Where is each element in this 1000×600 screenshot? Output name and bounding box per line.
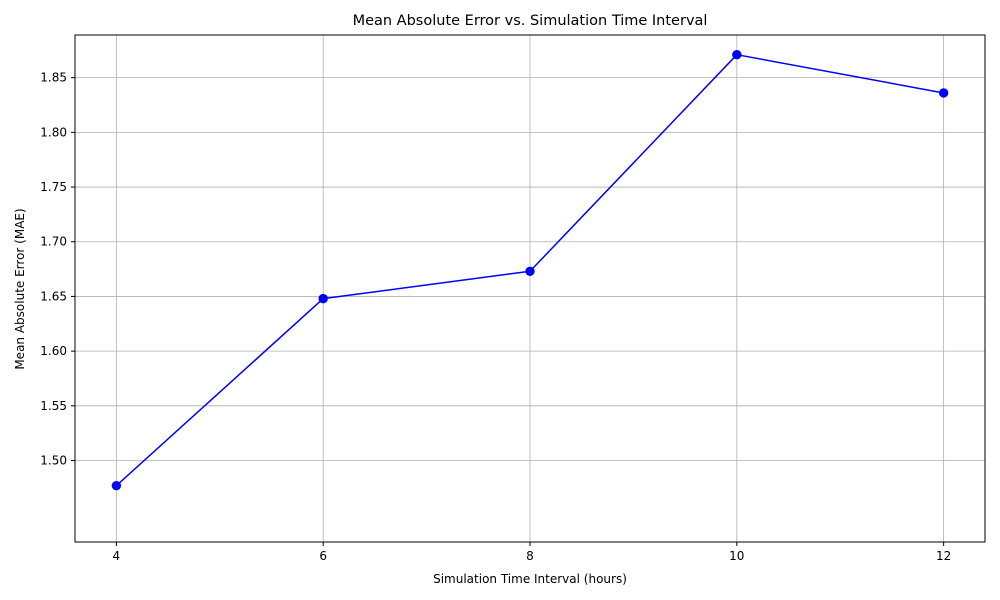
data-point (525, 266, 535, 276)
y-tick-label: 1.80 (40, 125, 67, 139)
series-layer (111, 49, 949, 491)
x-axis-label: Simulation Time Interval (hours) (433, 572, 627, 586)
y-axis-label: Mean Absolute Error (MAE) (13, 208, 27, 369)
x-tick-label: 6 (319, 549, 327, 563)
data-point (318, 293, 328, 304)
y-tick-label: 1.65 (40, 289, 67, 303)
y-tick-label: 1.60 (40, 344, 67, 358)
y-tick-label: 1.55 (40, 399, 67, 413)
data-point (938, 88, 949, 98)
y-tick-label: 1.75 (40, 180, 67, 194)
x-tick-label: 8 (526, 549, 534, 563)
data-point (111, 480, 122, 491)
x-tick-label: 10 (729, 549, 744, 563)
grid (75, 35, 985, 542)
y-tick-label: 1.70 (40, 235, 67, 249)
data-point (732, 49, 742, 60)
x-axis-ticks: 4 6 8 10 12 (113, 542, 951, 563)
y-tick-label: 1.50 (40, 454, 67, 468)
y-tick-label: 1.85 (40, 71, 67, 85)
chart-title: Mean Absolute Error vs. Simulation Time … (353, 13, 708, 29)
x-tick-label: 12 (936, 549, 951, 563)
x-tick-label: 4 (113, 549, 121, 563)
y-axis-ticks: 1.50 1.55 1.60 1.65 1.70 1.75 1.80 1.85 (40, 71, 75, 468)
